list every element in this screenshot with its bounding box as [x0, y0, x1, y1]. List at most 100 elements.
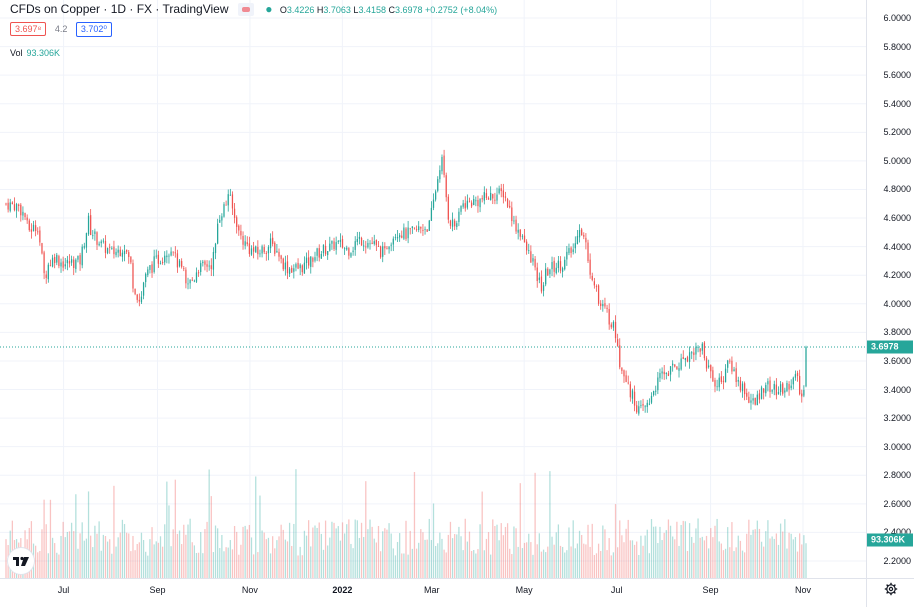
volume-bar	[788, 532, 790, 578]
candle-body	[589, 259, 591, 275]
candle-body	[758, 393, 761, 400]
volume-bar	[96, 533, 98, 578]
candle-body	[229, 194, 231, 196]
volume-bar	[206, 521, 208, 578]
volume-bar	[633, 544, 636, 578]
bid-button[interactable]: 3.697⁸	[10, 22, 47, 36]
volume-bar	[39, 550, 41, 578]
candle-body	[619, 345, 621, 368]
volume-bar	[405, 520, 407, 578]
volume-bar	[411, 548, 413, 578]
candle-body	[771, 390, 773, 392]
volume-bar	[460, 536, 462, 578]
price-scale[interactable]: 6.0000 5.8000 5.6000 5.4000 5.2000 5.0000 4.80…	[866, 0, 914, 578]
price-chart-canvas[interactable]	[0, 0, 866, 578]
volume-bar	[174, 479, 176, 578]
candle-body	[735, 368, 737, 383]
candle-body	[678, 368, 680, 371]
candle-body	[371, 242, 373, 245]
volume-bar	[187, 524, 189, 578]
volume-bar	[227, 547, 229, 578]
eye-icon[interactable]	[237, 3, 254, 17]
candle-body	[174, 252, 176, 254]
price-tick: 3.4000	[883, 384, 911, 395]
tradingview-logo-icon[interactable]	[8, 548, 34, 574]
candle-body	[297, 262, 299, 269]
candle-body	[276, 250, 278, 253]
volume-bar	[794, 537, 797, 578]
volume-bar	[470, 550, 473, 578]
candle-body	[591, 275, 593, 280]
volume-bar	[219, 548, 221, 578]
time-scale[interactable]: Jul Sep Nov 2022 Mar May Jul Sep Nov	[0, 578, 866, 607]
volume-bar	[439, 532, 441, 578]
price-tick: 4.6000	[883, 213, 911, 224]
volume-bar	[657, 543, 659, 578]
volume-bar	[92, 547, 94, 578]
candle-body	[610, 324, 612, 328]
volume-bar	[650, 519, 653, 578]
volume-bar	[363, 537, 365, 578]
volume-bar	[37, 552, 39, 578]
candle-body	[246, 242, 248, 245]
candle-body	[490, 192, 492, 201]
candle-body	[708, 365, 710, 368]
volume-legend[interactable]: Vol 93.306K	[10, 48, 60, 58]
candle-body	[428, 220, 430, 231]
high-value: 3.7063	[323, 5, 351, 15]
candle-body	[217, 223, 219, 244]
volume-bar	[339, 540, 342, 578]
candle-body	[54, 256, 56, 263]
volume-bar	[523, 542, 526, 578]
close-value: 3.6978	[394, 5, 423, 15]
volume-bar	[331, 521, 333, 578]
candle-body	[786, 383, 788, 392]
volume-bar	[193, 545, 195, 578]
low-label: L	[353, 5, 359, 15]
volume-bar	[276, 540, 278, 578]
volume-bar	[784, 519, 786, 578]
volume-bar	[464, 518, 466, 578]
time-tick: Mar	[424, 585, 440, 595]
candle-body	[301, 265, 303, 273]
volume-bar	[240, 544, 242, 578]
volume-bar	[434, 545, 437, 578]
volume-bar	[625, 528, 627, 578]
candle-body	[310, 256, 312, 267]
candle-body	[202, 261, 204, 264]
open-value: 3.4226	[286, 5, 315, 15]
symbol-title[interactable]: CFDs on Copper · 1D · FX · TradingView	[10, 2, 229, 16]
gear-icon[interactable]	[884, 582, 898, 596]
candle-body	[585, 237, 587, 243]
volume-bar	[663, 532, 665, 578]
volume-bar	[269, 553, 272, 578]
candle-body	[299, 264, 301, 269]
status-dot: ●	[265, 2, 273, 16]
volume-bar	[233, 525, 236, 578]
candle-body	[475, 200, 477, 202]
candle-body	[346, 247, 348, 250]
candle-body	[523, 235, 526, 243]
price-tick: 5.8000	[883, 41, 911, 52]
candle-body	[434, 191, 437, 200]
candle-body	[559, 261, 562, 271]
price-tick: 6.0000	[883, 13, 911, 23]
chart-pane[interactable]: CFDs on Copper · 1D · FX · TradingView ●…	[0, 0, 866, 578]
volume-bar	[608, 538, 610, 578]
volume-bar	[623, 542, 625, 578]
volume-bar	[77, 548, 79, 578]
symbol-legend[interactable]: CFDs on Copper · 1D · FX · TradingView ●…	[10, 2, 497, 17]
candle-body	[672, 363, 674, 366]
volume-bar	[299, 546, 301, 578]
candle-body	[130, 256, 132, 263]
volume-bar	[775, 533, 778, 578]
volume-bar	[574, 548, 576, 578]
price-tick: 3.6000	[883, 355, 911, 366]
volume-bar	[680, 524, 682, 578]
candle-body	[375, 239, 378, 246]
ask-button[interactable]: 3.702⁰	[75, 22, 113, 37]
volume-bar	[231, 549, 234, 578]
volume-bar	[771, 536, 773, 578]
candle-body	[648, 403, 651, 405]
candle-body	[657, 377, 659, 391]
